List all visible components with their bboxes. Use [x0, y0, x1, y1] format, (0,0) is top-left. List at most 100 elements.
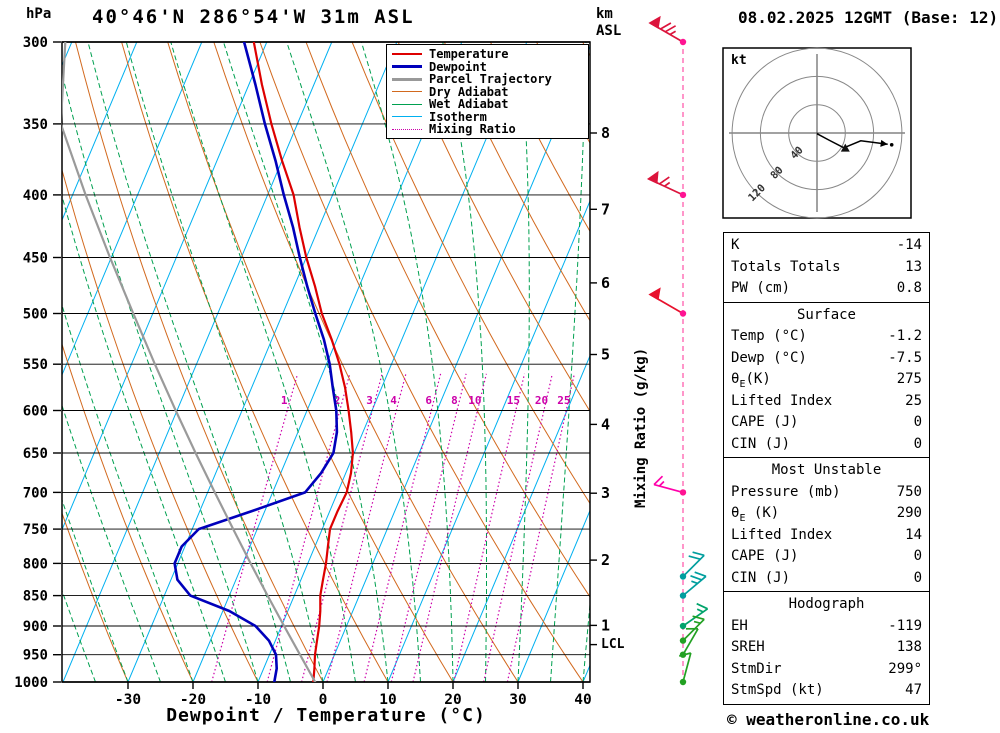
svg-text:1000: 1000	[14, 675, 48, 691]
index-row: Pressure (mb) 750	[724, 482, 929, 504]
legend-label: Dewpoint	[429, 59, 487, 74]
svg-text:3: 3	[601, 484, 610, 502]
svg-text:300: 300	[23, 35, 48, 51]
svg-text:6: 6	[601, 274, 610, 292]
svg-text:850: 850	[23, 589, 48, 605]
svg-text:0: 0	[319, 692, 328, 708]
svg-text:2: 2	[334, 394, 341, 407]
section-header: Surface	[796, 306, 856, 323]
svg-text:20: 20	[444, 692, 461, 708]
index-row: K -14	[724, 235, 929, 257]
index-value: 0	[913, 414, 922, 430]
index-value: 750	[896, 483, 922, 500]
index-row: PW (cm) 0.8	[724, 278, 929, 300]
svg-text:2: 2	[601, 551, 610, 569]
index-row: Dewp (°C) -7.5	[724, 348, 929, 370]
index-row: θE (K) 290	[724, 503, 929, 525]
legend-label: Temperature	[429, 47, 509, 61]
index-value: 25	[905, 392, 922, 409]
index-row: CIN (J) 0	[724, 434, 929, 456]
index-label: Temp (°C)	[731, 328, 807, 344]
index-value: 138	[896, 639, 922, 655]
temperature-axis-title: Dewpoint / Temperature (°C)	[166, 705, 486, 726]
legend-item-mixing-ratio: Mixing Ratio	[392, 123, 583, 135]
index-label: EH	[731, 617, 748, 634]
legend-swatch	[392, 65, 422, 68]
index-value: 0	[913, 435, 922, 452]
svg-text:1: 1	[601, 616, 610, 634]
index-row: Lifted Index 25	[724, 391, 929, 413]
legend-swatch	[392, 77, 422, 81]
svg-text:6: 6	[425, 394, 432, 407]
legend-label: Wet Adiabat	[429, 97, 509, 111]
svg-text:950: 950	[23, 648, 48, 664]
index-row: EH -119	[724, 616, 929, 638]
index-value: 0	[913, 569, 922, 586]
hodograph-unit-label: kt	[731, 53, 747, 68]
index-value: -119	[888, 617, 922, 634]
index-label: Dewp (°C)	[731, 349, 807, 366]
index-label: StmSpd (kt)	[731, 682, 824, 698]
svg-text:5: 5	[601, 346, 610, 364]
altitude-unit-km: km	[596, 6, 613, 22]
svg-text:800: 800	[23, 556, 48, 572]
index-label: θE(K)	[731, 371, 771, 390]
svg-text:1: 1	[281, 394, 288, 407]
indices-section-hodograph: Hodograph EH -119 SREH 138 StmDir 299° StmSpd (…	[723, 591, 930, 705]
index-label: θE (K)	[731, 505, 780, 524]
index-row: CAPE (J) 0	[724, 546, 929, 568]
svg-text:8: 8	[601, 124, 610, 142]
svg-text:40: 40	[574, 692, 591, 708]
legend-item-parcel-trajectory: Parcel Trajectory	[392, 73, 583, 85]
index-value: -1.2	[888, 328, 922, 344]
index-label: CAPE (J)	[731, 548, 799, 564]
svg-text:-20: -20	[180, 692, 206, 708]
index-label: K	[731, 237, 740, 253]
legend-swatch	[392, 128, 422, 130]
legend-label: Dry Adiabat	[429, 84, 509, 99]
index-row: SREH 138	[724, 637, 929, 659]
legend-item-isotherm: Isotherm	[392, 111, 583, 123]
mixing-ratio-axis-title: Mixing Ratio (g/kg)	[633, 347, 649, 508]
svg-text:450: 450	[23, 251, 48, 267]
svg-text:350: 350	[23, 117, 48, 133]
legend-item-temperature: Temperature	[392, 48, 583, 60]
index-value: 290	[896, 505, 922, 521]
section-header: Most Unstable	[771, 462, 882, 478]
svg-text:400: 400	[23, 188, 48, 204]
altitude-unit-asl: ASL	[596, 23, 622, 39]
index-value: 275	[896, 371, 922, 387]
legend-swatch	[392, 116, 422, 117]
index-row: θE(K) 275	[724, 369, 929, 391]
svg-text:750: 750	[23, 522, 48, 538]
index-value: 299°	[888, 660, 922, 677]
index-row: Lifted Index 14	[724, 525, 929, 547]
index-row: StmSpd (kt) 47	[724, 680, 929, 702]
index-label: CIN (J)	[731, 569, 791, 586]
index-label: StmDir	[731, 660, 782, 677]
index-label: CIN (J)	[731, 435, 791, 452]
svg-text:30: 30	[509, 692, 526, 708]
legend-swatch	[392, 103, 422, 105]
svg-text:7: 7	[601, 200, 610, 218]
index-row: CIN (J) 0	[724, 568, 929, 590]
station-title: 40°46'N 286°54'W 31m ASL	[92, 6, 415, 28]
indices-section-surface: Surface Temp (°C) -1.2 Dewp (°C) -7.5 θE(K) 27…	[723, 301, 930, 458]
index-value: 0	[913, 548, 922, 564]
legend-item-dry-adiabat: Dry Adiabat	[392, 86, 583, 98]
copyright: © weatheronline.co.uk	[727, 710, 930, 729]
svg-text:4: 4	[390, 394, 397, 407]
index-value: 13	[905, 258, 922, 275]
svg-text:-30: -30	[115, 692, 141, 708]
svg-text:10: 10	[468, 394, 481, 407]
altitude-axis-unit: km ASL	[596, 6, 621, 40]
lcl-label: LCL	[601, 637, 625, 652]
svg-text:900: 900	[23, 619, 48, 635]
index-row: Temp (°C) -1.2	[724, 326, 929, 348]
svg-text:500: 500	[23, 307, 48, 323]
index-label: Pressure (mb)	[731, 483, 841, 500]
index-row: CAPE (J) 0	[724, 412, 929, 434]
index-label: SREH	[731, 639, 765, 655]
index-label: CAPE (J)	[731, 414, 799, 430]
